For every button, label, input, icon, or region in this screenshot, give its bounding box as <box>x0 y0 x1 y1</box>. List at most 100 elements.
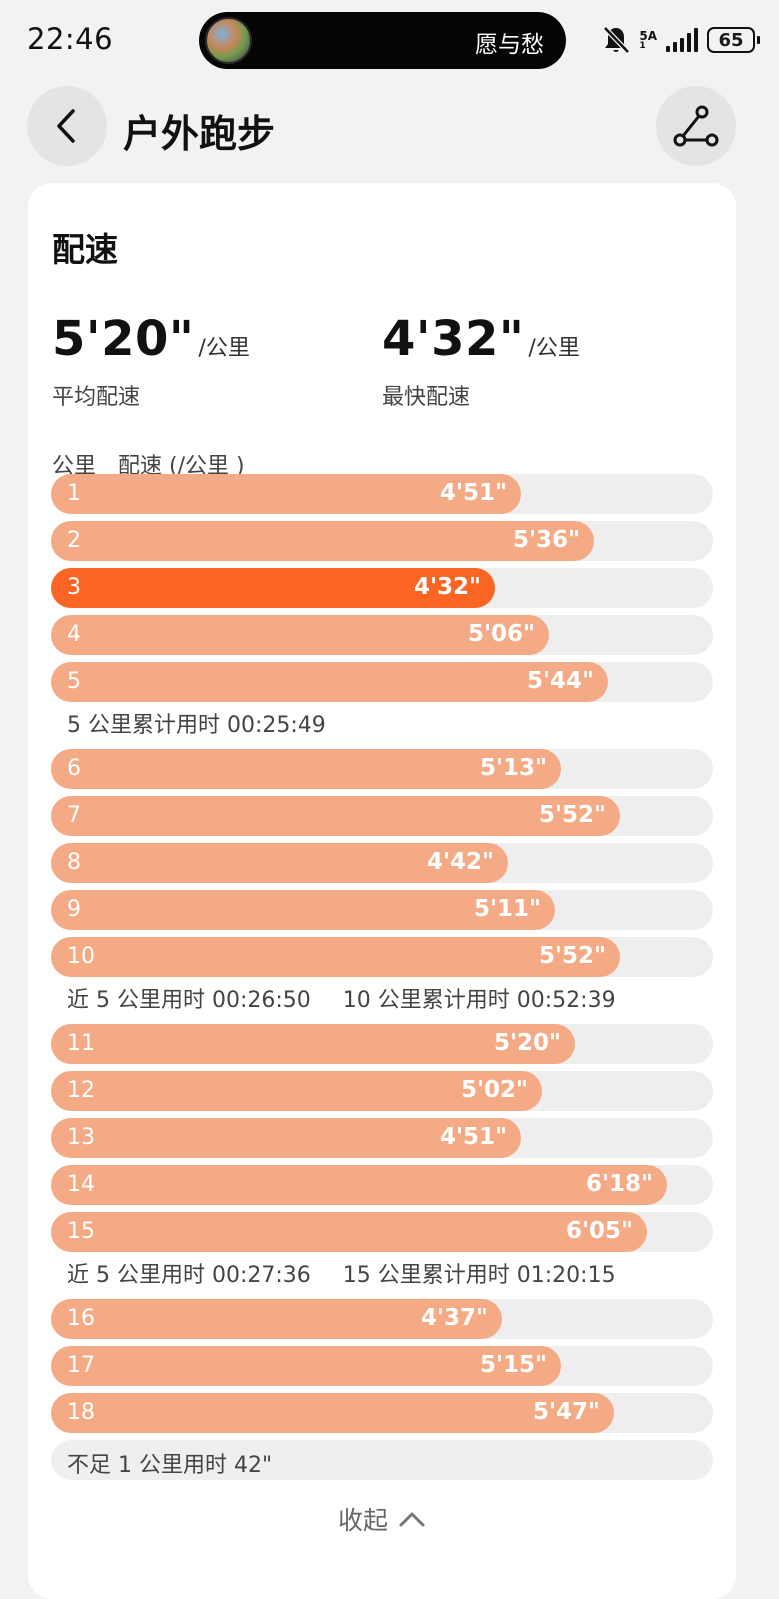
back-button[interactable] <box>27 86 107 166</box>
split-bar: 4'51" <box>51 474 521 514</box>
remainder-row: 不足 1 公里用时 42" <box>51 1440 713 1480</box>
clock: 22:46 <box>27 22 114 56</box>
split-row: 5'44" 5 <box>51 662 713 702</box>
split-km: 15 <box>67 1219 95 1244</box>
split-km: 14 <box>67 1172 95 1197</box>
split-km: 3 <box>67 575 81 600</box>
split-pace: 5'13" <box>479 755 547 781</box>
card-title: 配速 <box>52 230 118 269</box>
split-bar: 5'47" <box>51 1393 614 1433</box>
split-km: 12 <box>67 1078 95 1103</box>
split-pace: 5'02" <box>460 1077 528 1103</box>
average-pace-label: 平均配速 <box>52 385 141 410</box>
split-pace: 5'52" <box>538 802 606 828</box>
pace-card: 配速 5'20"/公里 平均配速 4'32"/公里 最快配速 公里 配速 (/公里… <box>28 183 736 1599</box>
chevron-up-icon <box>399 1512 425 1527</box>
summary-text: 近 5 公里用时 00:26:50 <box>67 988 311 1013</box>
split-row: 5'36" 2 <box>51 521 713 561</box>
split-row: 6'18" 14 <box>51 1165 713 1205</box>
split-bar: 5'52" <box>51 796 620 836</box>
split-row: 6'05" 15 <box>51 1212 713 1252</box>
split-row: 4'42" 8 <box>51 843 713 883</box>
split-pace: 5'11" <box>473 896 541 922</box>
split-bar: 5'15" <box>51 1346 561 1386</box>
summary-text: 15 公里累计用时 01:20:15 <box>342 1263 616 1288</box>
page-title: 户外跑步 <box>123 112 276 156</box>
split-pace: 5'20" <box>493 1030 561 1056</box>
split-pace: 4'42" <box>426 849 494 875</box>
summary-text: 5 公里累计用时 00:25:49 <box>67 713 326 738</box>
cumulative-summary: 5 公里累计用时 00:25:49 <box>67 707 326 739</box>
split-bar: 4'37" <box>51 1299 502 1339</box>
bell-muted-icon <box>603 26 631 54</box>
status-icons: 5A 1 65 <box>602 24 760 56</box>
split-km: 17 <box>67 1353 95 1378</box>
split-km: 1 <box>67 481 81 506</box>
cumulative-summary: 近 5 公里用时 00:26:50 10 公里累计用时 00:52:39 <box>67 982 616 1014</box>
split-row: 5'02" 12 <box>51 1071 713 1111</box>
summary-text: 10 公里累计用时 00:52:39 <box>342 988 616 1013</box>
split-row: 4'32" 3 <box>51 568 713 608</box>
split-bar: 6'05" <box>51 1212 647 1252</box>
split-km: 8 <box>67 850 81 875</box>
split-pace: 4'51" <box>439 1124 507 1150</box>
split-pace: 5'06" <box>467 621 535 647</box>
split-bar: 5'52" <box>51 937 620 977</box>
split-row: 5'47" 18 <box>51 1393 713 1433</box>
split-row: 5'52" 7 <box>51 796 713 836</box>
split-row: 5'11" 9 <box>51 890 713 930</box>
split-km: 18 <box>67 1400 95 1425</box>
split-pace: 5'47" <box>532 1399 600 1425</box>
split-row: 5'15" 17 <box>51 1346 713 1386</box>
split-bar: 5'36" <box>51 521 594 561</box>
split-row: 4'51" 13 <box>51 1118 713 1158</box>
split-km: 9 <box>67 897 81 922</box>
split-bar: 4'42" <box>51 843 508 883</box>
fastest-pace-value: 4'32" <box>382 311 525 367</box>
average-pace-unit: /公里 <box>198 336 250 361</box>
split-km: 4 <box>67 622 81 647</box>
split-bar: 4'51" <box>51 1118 521 1158</box>
route-button[interactable] <box>656 86 736 166</box>
chevron-left-icon <box>57 109 75 143</box>
summary-text: 近 5 公里用时 00:27:36 <box>67 1263 311 1288</box>
split-km: 10 <box>67 944 95 969</box>
album-art <box>205 17 252 64</box>
split-row: 4'37" 16 <box>51 1299 713 1339</box>
collapse-label: 收起 <box>337 1506 388 1535</box>
split-km: 2 <box>67 528 81 553</box>
collapse-button[interactable]: 收起 <box>28 1501 736 1537</box>
status-bar: 22:46 愿与愁 5A 1 65 <box>0 0 779 80</box>
remainder-text: 不足 1 公里用时 42" <box>67 1453 273 1478</box>
split-bar: 5'20" <box>51 1024 575 1064</box>
battery-icon: 65 <box>707 27 760 53</box>
split-row: 5'06" 4 <box>51 615 713 655</box>
split-pace: 4'51" <box>439 480 507 506</box>
split-km: 7 <box>67 803 81 828</box>
split-bar: 5'02" <box>51 1071 542 1111</box>
split-pace: 6'05" <box>565 1218 633 1244</box>
split-row: 4'51" 1 <box>51 474 713 514</box>
fastest-pace-label: 最快配速 <box>382 385 471 410</box>
split-pace: 6'18" <box>585 1171 653 1197</box>
split-pace: 5'44" <box>526 668 594 694</box>
signal-icon <box>666 28 698 52</box>
split-km: 11 <box>67 1031 95 1056</box>
average-pace-value: 5'20" <box>52 311 195 367</box>
split-km: 16 <box>67 1306 95 1331</box>
now-playing-title: 愿与愁 <box>475 32 544 58</box>
split-bar: 5'44" <box>51 662 608 702</box>
average-pace-stat: 5'20"/公里 平均配速 <box>52 311 250 410</box>
fastest-split-bar: 4'32" <box>51 568 495 608</box>
fastest-pace-stat: 4'32"/公里 最快配速 <box>382 311 580 410</box>
split-pace: 4'32" <box>413 574 481 600</box>
split-pace: 5'15" <box>479 1352 547 1378</box>
fastest-pace-unit: /公里 <box>528 336 580 361</box>
split-km: 5 <box>67 669 81 694</box>
split-bar: 6'18" <box>51 1165 667 1205</box>
cumulative-summary: 近 5 公里用时 00:27:36 15 公里累计用时 01:20:15 <box>67 1257 616 1289</box>
dynamic-island-media[interactable]: 愿与愁 <box>199 12 566 69</box>
split-row: 5'20" 11 <box>51 1024 713 1064</box>
split-km: 6 <box>67 756 81 781</box>
split-bar: 5'11" <box>51 890 555 930</box>
